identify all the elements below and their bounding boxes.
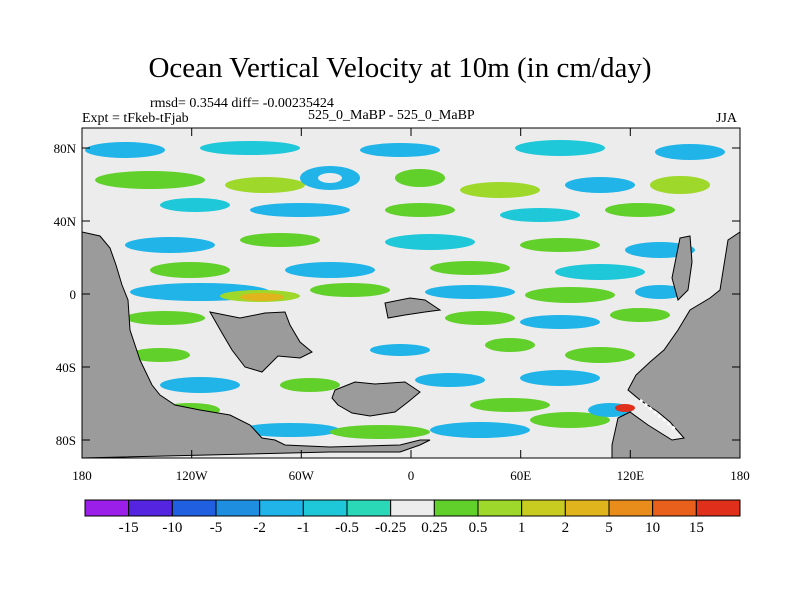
colorbar-label: 10 [645,520,660,536]
x-tick-label: 60E [510,468,531,483]
colorbar-label: 5 [605,520,613,536]
land-south-blob [331,381,421,417]
y-tick-label: 80N [54,141,77,156]
colorbar-swatch [171,499,217,517]
colorbar-label: -0.25 [375,520,406,536]
colorbar-swatch [433,499,479,517]
y-axis-labels: 80N 40N 0 40S 80S [54,141,77,448]
anomaly-patches-south [130,338,635,439]
colorbar [84,499,741,517]
colorbar-label: 15 [689,520,704,536]
colorbar-label: -1 [297,520,310,536]
colorbar-swatch [652,499,697,517]
colorbar-swatch [564,499,610,517]
case-label: 525_0_MaBP - 525_0_MaBP [308,108,475,123]
colorbar-swatch [215,499,261,517]
y-axis-ticks [82,147,740,441]
colorbar-label: 0.5 [469,520,488,536]
colorbar-swatch [346,499,392,517]
y-tick-label: 40N [54,214,77,229]
colorbar-swatch [608,499,654,517]
colorbar-swatch [695,499,741,517]
colorbar-swatch [390,499,435,517]
x-tick-label: 120W [176,468,209,483]
page-title: Ocean Vertical Velocity at 10m (in cm/da… [148,52,652,84]
colorbar-swatch [521,499,566,517]
colorbar-label: 1 [518,520,526,536]
colorbar-label: -0.5 [335,520,359,536]
land-west-continent [82,231,431,458]
stats-line: rmsd= 0.3544 diff= -0.00235424 [150,96,334,111]
x-tick-label: 180 [72,468,92,483]
x-axis-ticks [81,128,741,458]
land-east-continent [611,231,740,458]
colorbar-label: -10 [162,520,182,536]
colorbar-swatch [84,499,130,517]
x-tick-label: 180 [730,468,750,483]
colorbar-swatch [128,499,173,517]
season-label: JJA [716,111,738,126]
land-east-strip [671,235,693,301]
colorbar-swatch [259,499,304,517]
colorbar-swatch [477,499,523,517]
land-central-block [209,311,313,373]
y-tick-label: 0 [70,287,77,302]
land-small-island [384,297,442,319]
y-tick-label: 40S [56,360,76,375]
land-hatching [639,398,677,432]
land-masses [82,231,740,458]
anomaly-patches-north [85,140,725,222]
colorbar-label: -5 [210,520,223,536]
colorbar-label: 2 [562,520,570,536]
colorbar-label: 0.25 [421,520,447,536]
x-axis-labels: 180 120W 60W 0 60E 120E 180 [72,468,750,483]
colorbar-labels: -15 -10 -5 -2 -1 -0.5 -0.25 0.25 0.5 1 2 5 10 15 [119,520,704,536]
anomaly-patches-tropics [125,233,695,329]
x-tick-label: 60W [289,468,315,483]
colorbar-label: -2 [253,520,266,536]
experiment-label: Expt = tFkeb-tFjab [82,111,189,126]
y-tick-label: 80S [56,433,76,448]
x-tick-label: 0 [408,468,415,483]
contour-field [82,140,740,458]
colorbar-swatch [302,499,348,517]
colorbar-label: -15 [119,520,139,536]
x-tick-label: 120E [617,468,645,483]
